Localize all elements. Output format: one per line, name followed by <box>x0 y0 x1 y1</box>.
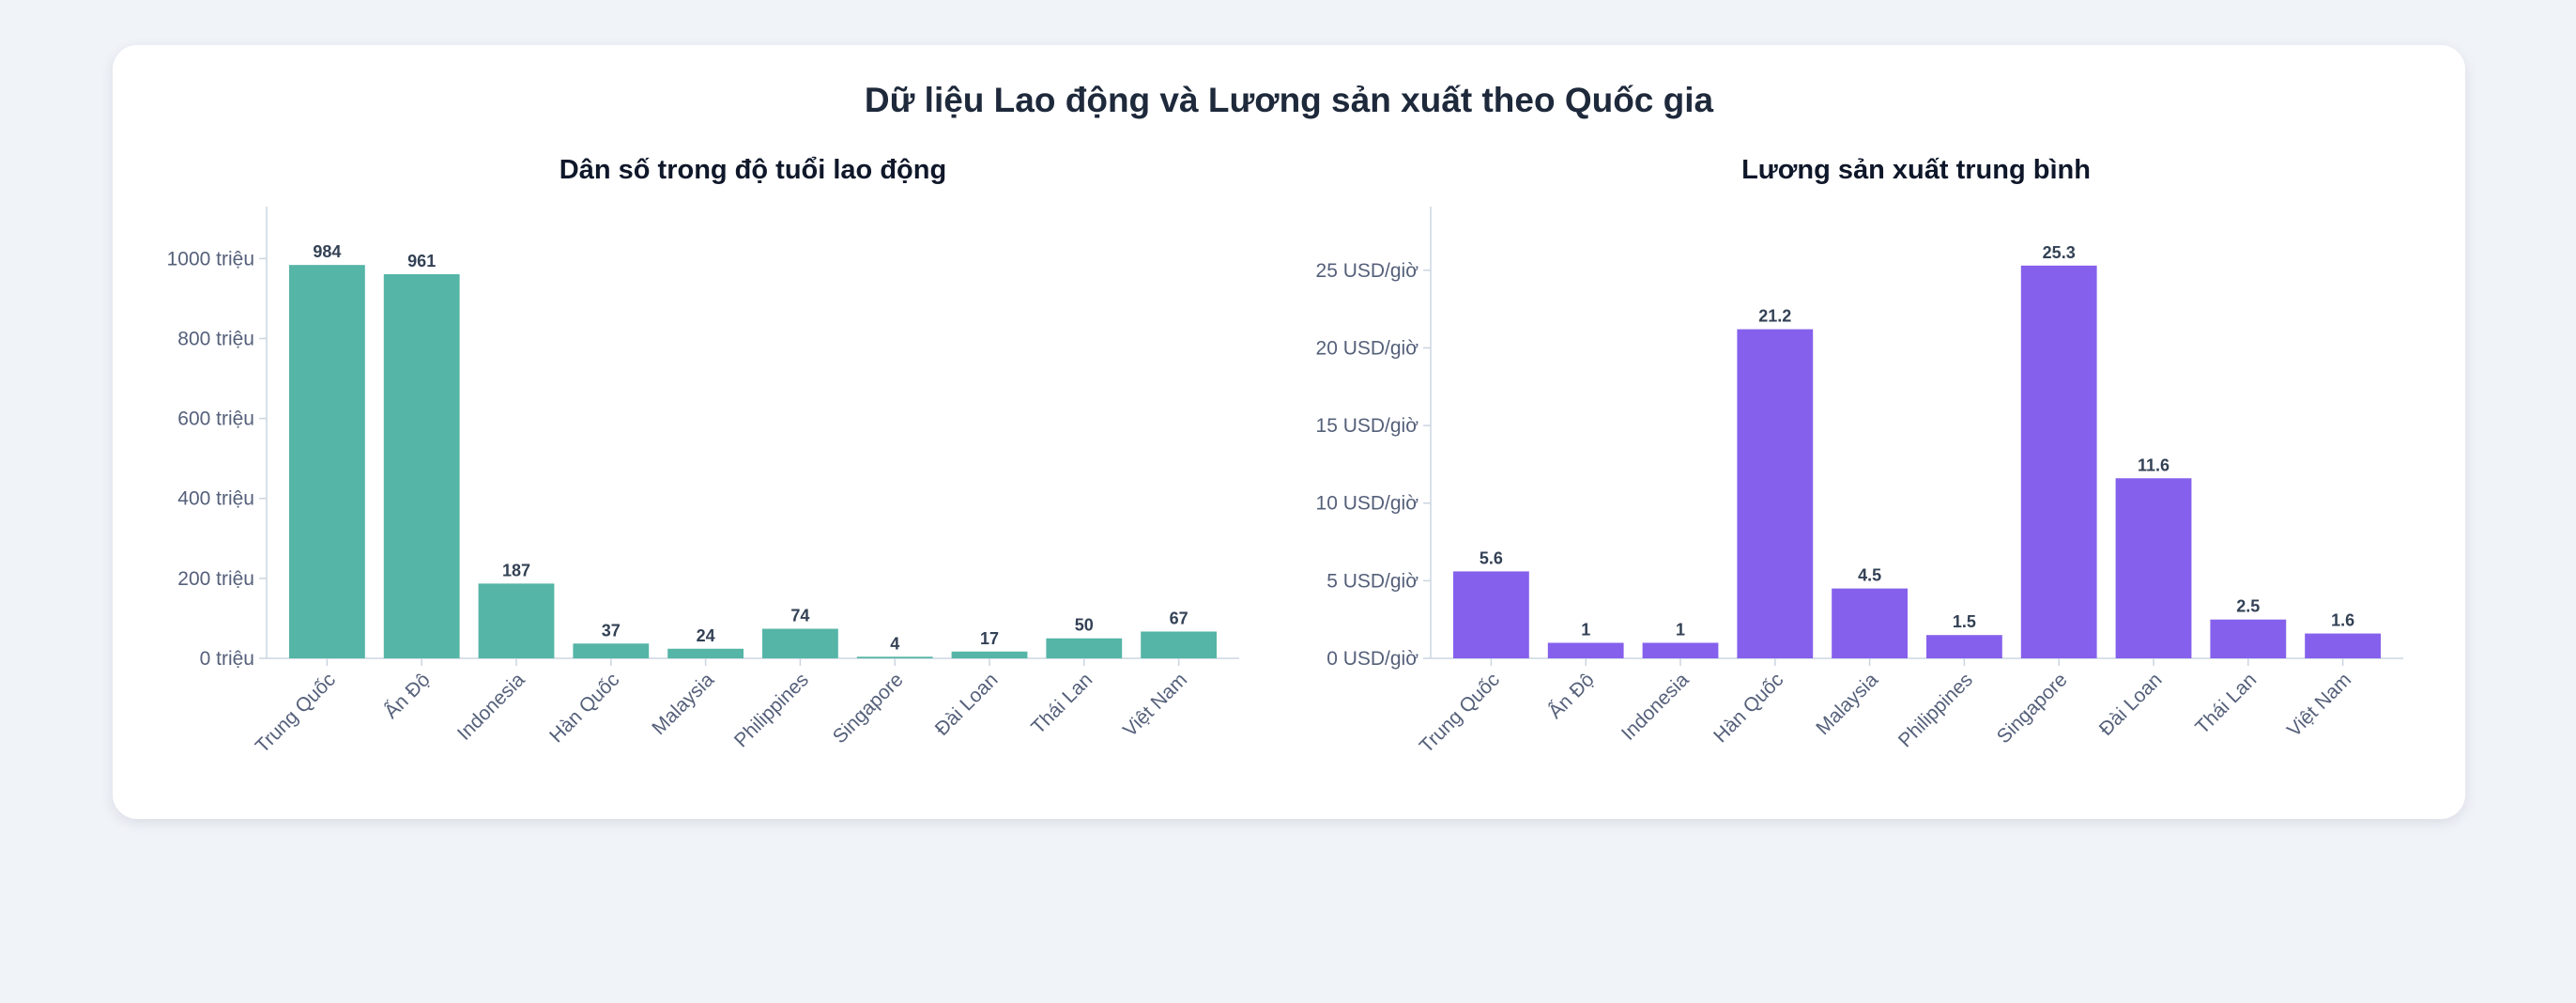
wage-bar-7[interactable] <box>2115 478 2192 658</box>
labor-x-tick-label-0: Trung Quốc <box>252 669 340 757</box>
wage-value-label-5: 1.5 <box>1953 612 1976 631</box>
wage-y-tick-label: 20 USD/giờ <box>1316 337 1419 359</box>
wage-x-tick-label-1: Ấn Độ <box>1544 669 1599 723</box>
wage-chart: Lương sản xuất trung bình 0 USD/giờ 5 USD/… <box>1316 155 2403 757</box>
labor-bar-4[interactable] <box>667 648 744 658</box>
wage-bar-8[interactable] <box>2210 619 2287 658</box>
wage-x-tick-label-8: Thái Lan <box>2191 669 2261 738</box>
labor-value-label-3: 37 <box>602 621 621 640</box>
labor-value-label-8: 50 <box>1075 616 1094 635</box>
wage-y-tick-label: 10 USD/giờ <box>1316 493 1419 515</box>
labor-y-tick-label: 400 triệu <box>177 488 254 510</box>
labor-x-tick-label-2: Indonesia <box>453 669 529 745</box>
wage-x-tick-label-4: Malaysia <box>1812 669 1882 739</box>
labor-bar-0[interactable] <box>289 265 365 658</box>
labor-x-tick-label-5: Philippines <box>730 669 813 751</box>
wage-bar-5[interactable] <box>1926 635 2002 658</box>
wage-bar-0[interactable] <box>1453 571 1529 658</box>
labor-value-label-1: 961 <box>407 252 436 270</box>
labor-value-label-2: 187 <box>502 561 530 579</box>
labor-bar-2[interactable] <box>478 583 555 658</box>
wage-value-label-8: 2.5 <box>2236 597 2260 616</box>
labor-value-label-6: 4 <box>890 634 899 653</box>
labor-bar-1[interactable] <box>383 273 460 658</box>
wage-value-label-1: 1 <box>1581 620 1590 639</box>
wage-value-label-6: 25.3 <box>2043 243 2076 262</box>
labor-x-tick-label-3: Hàn Quốc <box>545 669 623 747</box>
labor-x-tick-label-9: Việt Nam <box>1119 669 1191 741</box>
wage-value-label-0: 5.6 <box>1480 548 1503 567</box>
labor-bar-6[interactable] <box>856 656 933 658</box>
labor-chart: Dân số trong độ tuổi lao động 0 triệu 200 … <box>167 155 1239 757</box>
wage-y-tick-label: 25 USD/giờ <box>1316 260 1419 282</box>
page-title: Dữ liệu Lao động và Lương sản xuất theo … <box>864 81 1714 119</box>
wage-value-label-4: 4.5 <box>1858 566 1881 585</box>
wage-bar-9[interactable] <box>2305 633 2381 658</box>
labor-y-tick-label: 1000 triệu <box>167 248 254 270</box>
wage-x-tick-label-9: Việt Nam <box>2283 669 2355 741</box>
labor-y-tick-label: 800 triệu <box>177 328 254 349</box>
wage-x-tick-label-2: Indonesia <box>1618 669 1694 745</box>
labor-x-tick-label-6: Singapore <box>829 669 908 748</box>
labor-bar-9[interactable] <box>1141 631 1217 658</box>
wage-bar-6[interactable] <box>2020 265 2097 658</box>
wage-value-label-9: 1.6 <box>2331 611 2354 630</box>
labor-bar-7[interactable] <box>951 651 1028 658</box>
labor-value-label-4: 24 <box>697 626 715 645</box>
wage-y-tick-label: 5 USD/giờ <box>1326 570 1418 592</box>
labor-value-label-9: 67 <box>1170 609 1188 627</box>
labor-bar-3[interactable] <box>573 643 650 658</box>
wage-y-tick-label: 15 USD/giờ <box>1316 415 1419 437</box>
wage-bar-3[interactable] <box>1737 329 1814 658</box>
wage-x-tick-label-7: Đài Loan <box>2095 669 2167 740</box>
wage-x-tick-label-5: Philippines <box>1894 669 1977 751</box>
chart-card: Dữ liệu Lao động và Lương sản xuất theo … <box>113 45 2465 819</box>
labor-x-tick-label-1: Ấn Độ <box>380 669 435 723</box>
charts-canvas: Dân số trong độ tuổi lao động 0 triệu 200 … <box>167 155 2403 757</box>
labor-x-tick-label-8: Thái Lan <box>1027 669 1096 738</box>
labor-x-tick-label-7: Đài Loan <box>931 669 1003 740</box>
wage-value-label-3: 21.2 <box>1758 307 1791 326</box>
wage-value-label-2: 1 <box>1676 620 1685 639</box>
labor-bar-8[interactable] <box>1046 638 1123 658</box>
labor-value-label-5: 74 <box>790 607 809 625</box>
labor-y-tick-label: 0 triệu <box>200 648 254 670</box>
labor-y-tick-label: 600 triệu <box>177 409 254 430</box>
labor-chart-title: Dân số trong độ tuổi lao động <box>560 155 946 185</box>
labor-bar-5[interactable] <box>762 628 838 658</box>
labor-value-label-7: 17 <box>980 629 999 648</box>
wage-x-tick-label-6: Singapore <box>1993 669 2072 748</box>
labor-value-label-0: 984 <box>313 242 341 261</box>
wage-value-label-7: 11.6 <box>2138 455 2170 474</box>
wage-x-tick-label-0: Trung Quốc <box>1416 669 1504 757</box>
wage-bar-1[interactable] <box>1547 642 1624 658</box>
wage-y-tick-label: 0 USD/giờ <box>1326 648 1418 670</box>
wage-chart-title: Lương sản xuất trung bình <box>1741 155 2091 185</box>
wage-bar-2[interactable] <box>1642 642 1719 658</box>
wage-bar-4[interactable] <box>1832 588 1908 658</box>
labor-y-tick-label: 200 triệu <box>177 568 254 590</box>
labor-x-tick-label-4: Malaysia <box>648 669 718 739</box>
wage-x-tick-label-3: Hàn Quốc <box>1710 669 1787 747</box>
